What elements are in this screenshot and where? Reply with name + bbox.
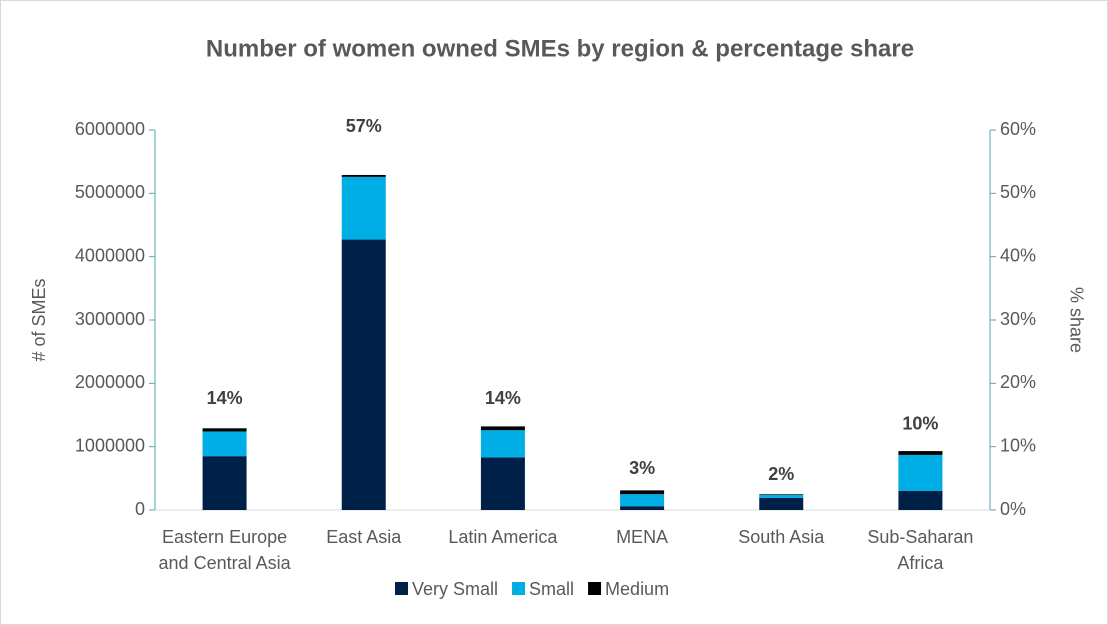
legend-swatch: [588, 582, 602, 595]
y2-tick-label: 40%: [1000, 245, 1036, 265]
share-label: 10%: [902, 413, 938, 433]
bar-segment: [341, 239, 386, 511]
y2-tick-label: 50%: [1000, 182, 1036, 202]
y2-tick-label: 30%: [1000, 309, 1036, 329]
x-tick-label-box: Latin America: [448, 527, 558, 547]
y-tick-label: 6000000: [75, 119, 145, 139]
x-tick-label: South Asia: [738, 527, 825, 547]
x-tick-label: Sub-Saharan Africa: [867, 527, 974, 573]
chart-title: Number of women owned SMEs by region & p…: [206, 35, 914, 62]
bar-segment: [341, 174, 386, 177]
bar-segment: [759, 494, 804, 495]
x-tick-label: MENA: [616, 527, 669, 547]
x-tick-label-box: East Asia: [326, 527, 402, 547]
bar-segment: [620, 490, 665, 495]
legend-label: Small: [529, 579, 574, 599]
bar-segment: [898, 491, 943, 510]
bar-segment: [202, 456, 247, 510]
share-label: 2%: [768, 464, 794, 484]
y-tick-label: 5000000: [75, 182, 145, 202]
bar-segment: [480, 426, 525, 431]
legend-label: Very Small: [412, 579, 498, 599]
legend-label: Medium: [605, 579, 669, 599]
share-label: 14%: [207, 388, 243, 408]
bar-segment: [480, 430, 525, 458]
y-tick-label: 1000000: [75, 435, 145, 455]
y-tick-label: 3000000: [75, 309, 145, 329]
bar-segment: [202, 431, 247, 457]
y2-tick-label: 10%: [1000, 435, 1036, 455]
y2-tick-label: 60%: [1000, 119, 1036, 139]
bar-segment: [759, 497, 804, 510]
x-tick-label: Eastern Europe and Central Asia: [158, 527, 291, 573]
x-tick-label-box: MENA: [616, 527, 669, 547]
bar-segment: [620, 506, 665, 510]
bar-segment: [341, 176, 386, 240]
y-axis-title: # of SMEs: [29, 278, 49, 361]
bar-segment: [898, 451, 943, 455]
bar-segment: [202, 428, 247, 432]
bar-segment: [480, 457, 525, 510]
share-label: 57%: [346, 116, 382, 136]
y2-tick-label: 20%: [1000, 372, 1036, 392]
x-tick-label-box: Eastern Europe and Central Asia: [158, 527, 291, 573]
y-tick-label: 2000000: [75, 372, 145, 392]
legend-swatch: [395, 582, 408, 595]
y-tick-label: 0: [135, 499, 145, 519]
share-label: 14%: [485, 388, 521, 408]
legend-swatch: [512, 582, 526, 595]
x-tick-label-box: Sub-Saharan Africa: [867, 527, 974, 573]
x-tick-label: East Asia: [326, 527, 402, 547]
bar-segment: [898, 454, 943, 491]
legend: Very Small Small Medium: [395, 579, 669, 599]
share-label: 3%: [629, 458, 655, 478]
y-tick-label: 4000000: [75, 245, 145, 265]
bar-segment: [759, 494, 804, 498]
x-tick-label: Latin America: [448, 527, 558, 547]
bar-segment: [620, 494, 665, 507]
y2-tick-label: 0%: [1000, 499, 1026, 519]
y2-axis-title: % share: [1066, 287, 1086, 353]
x-tick-label-box: South Asia: [738, 527, 825, 547]
